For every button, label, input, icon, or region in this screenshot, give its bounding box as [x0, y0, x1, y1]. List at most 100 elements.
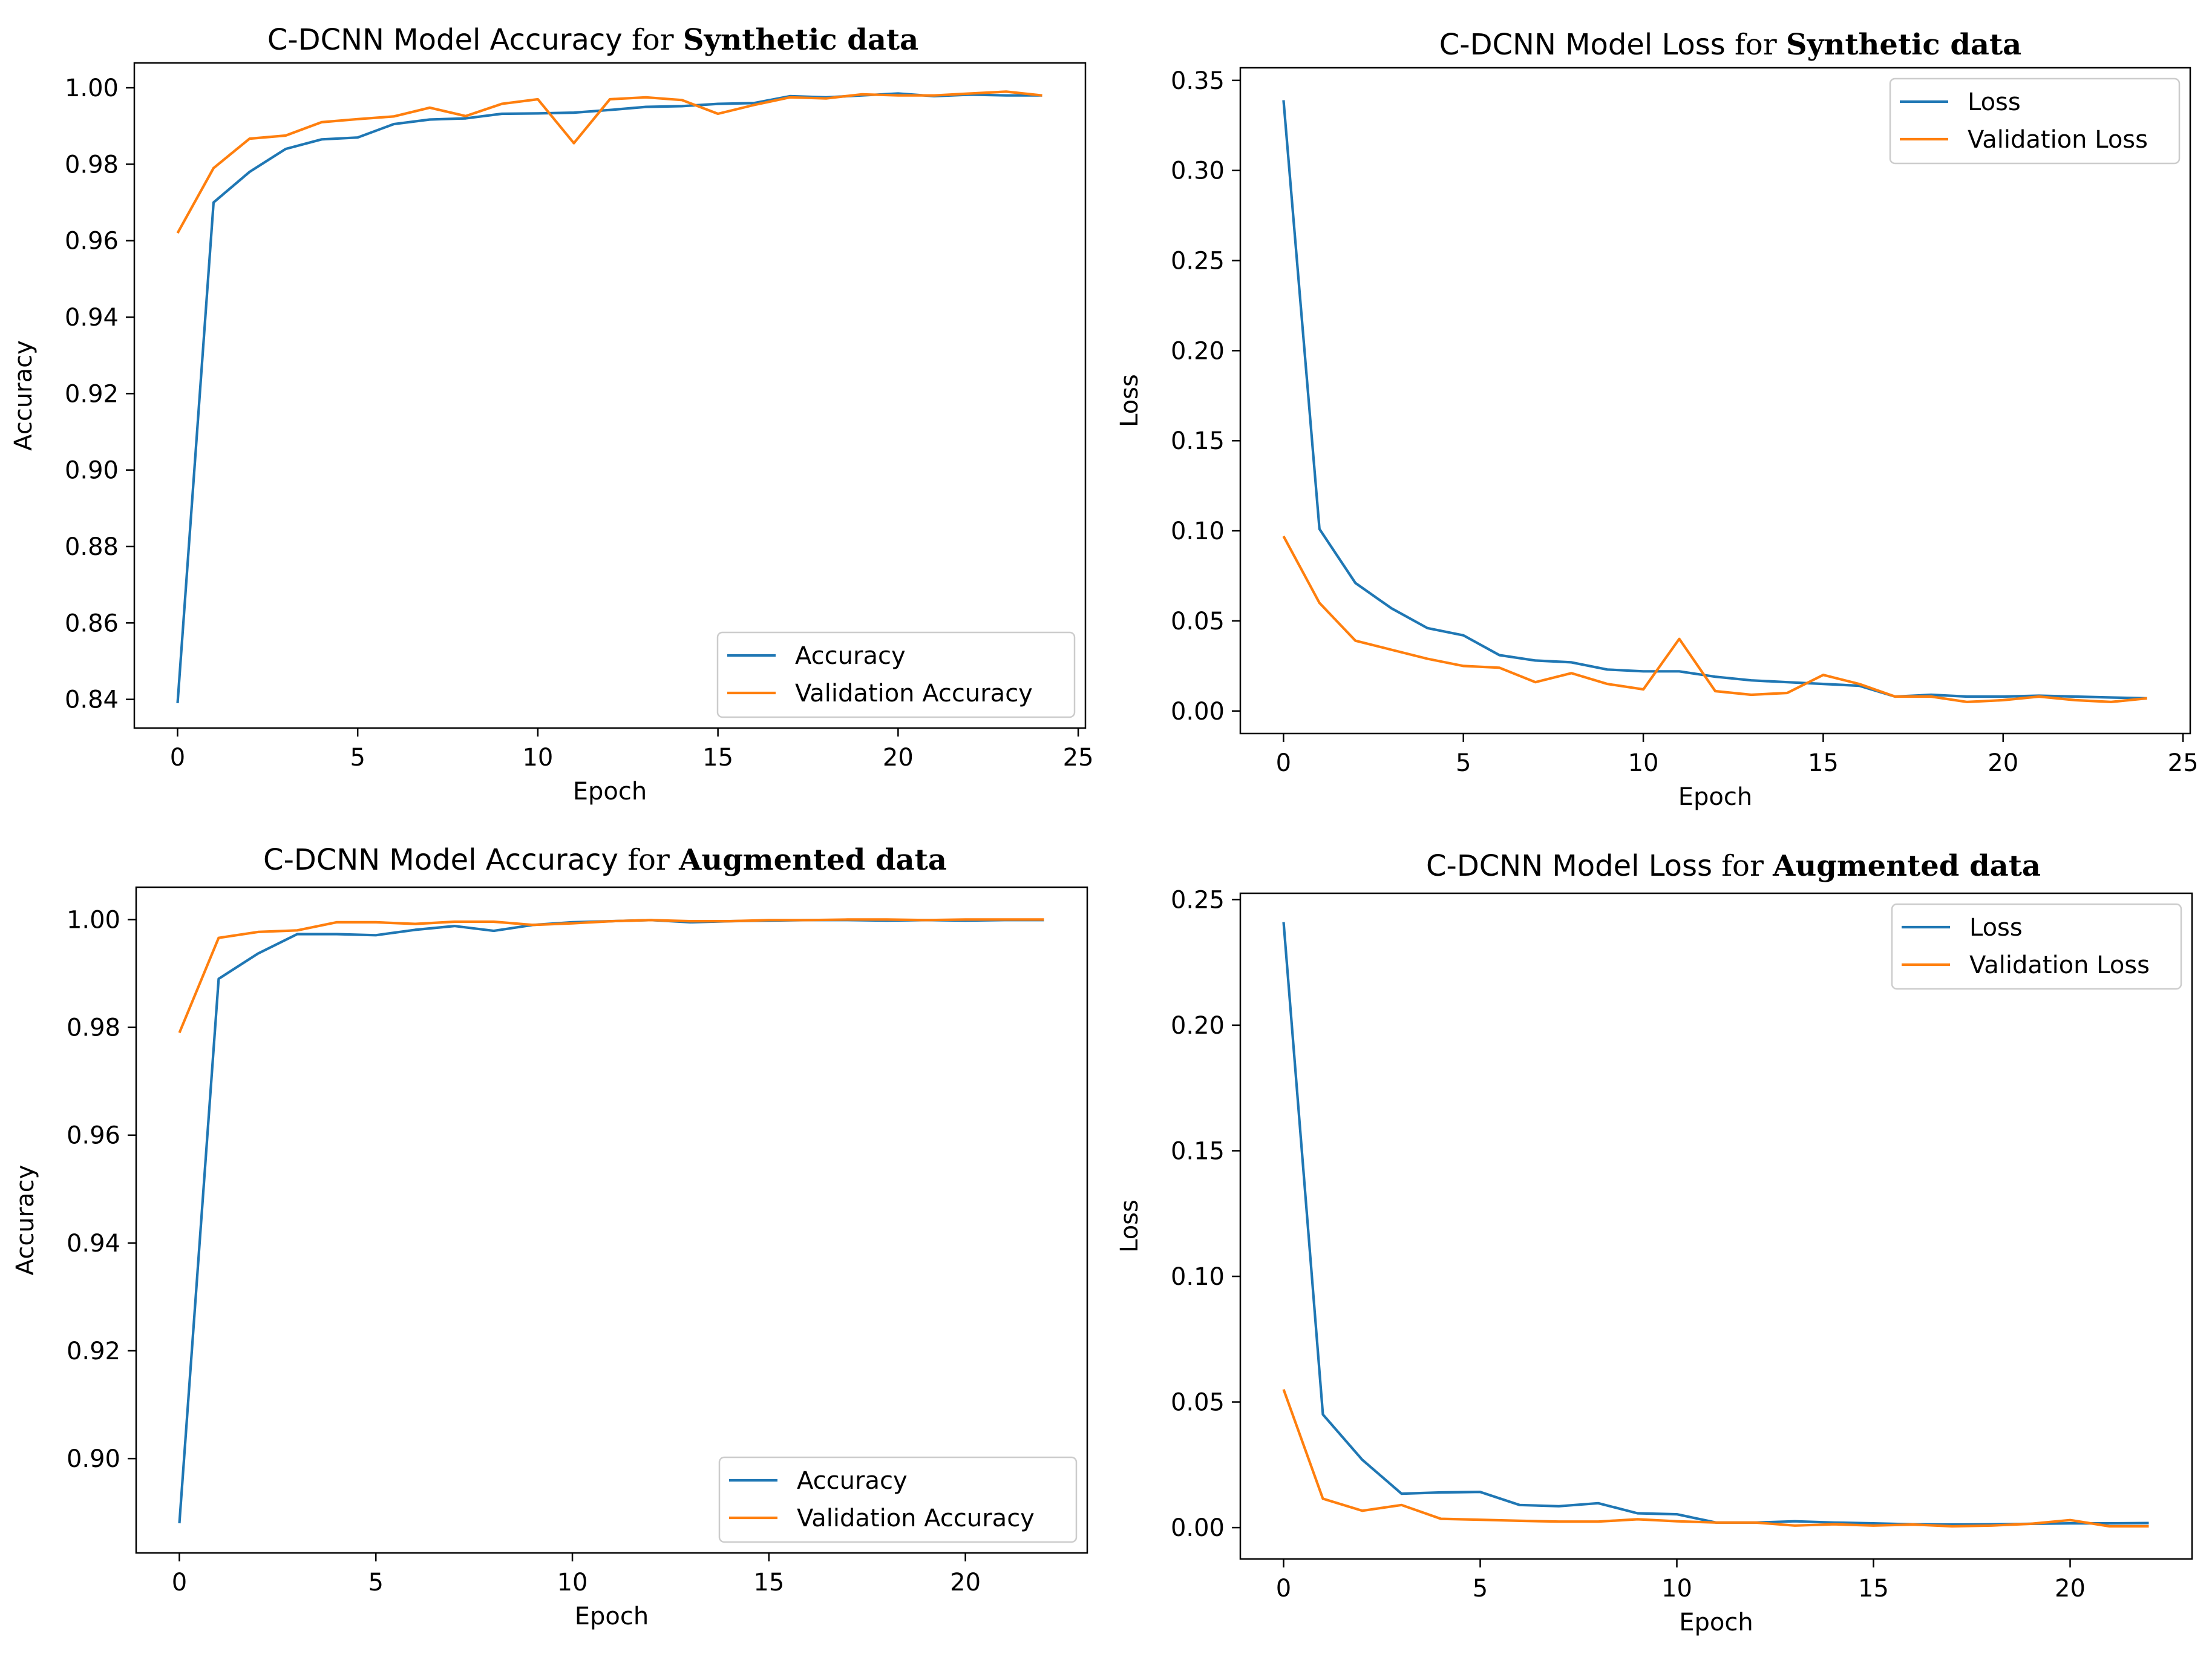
chart-1-x-tick-label: 25 — [1063, 744, 1094, 772]
chart-3-x-tick-label: 10 — [557, 1569, 588, 1597]
chart-3-legend-label-validation: Validation Accuracy — [797, 1505, 1035, 1532]
chart-1-y-tick-label: 0.88 — [65, 533, 119, 561]
chart-1-y-tick-label: 0.86 — [65, 609, 119, 637]
chart-3-legend-label-train: Accuracy — [797, 1467, 908, 1495]
chart-4-series-validation-line — [1282, 1389, 2149, 1528]
chart-4-title: C-DCNN Model Loss for Augmented data — [1426, 849, 2041, 883]
chart-4-y-tick-label: 0.10 — [1171, 1263, 1225, 1291]
chart-3-y-tick-label: 0.98 — [67, 1014, 120, 1042]
chart-1-title-bold: Synthetic data — [683, 23, 918, 57]
chart-3-y-tick-label: 1.00 — [67, 906, 120, 934]
chart-3-x-tick-label: 0 — [172, 1569, 187, 1597]
chart-2-legend-box — [1889, 77, 2181, 165]
chart-3-series-train-line — [178, 919, 1044, 1524]
chart-1-y-tick-label: 0.92 — [65, 380, 119, 408]
chart-1-y-tick-label: 0.98 — [65, 151, 119, 179]
chart-4-y-tick-label: 0.15 — [1171, 1137, 1225, 1165]
chart-2-y-tick-label: 0.00 — [1171, 698, 1225, 726]
chart-1-x-tick-label: 20 — [883, 744, 914, 772]
chart-1-series-train-line — [176, 92, 1042, 704]
chart-4-title-suffix: for — [1721, 849, 1773, 883]
chart-1-title-main: C-DCNN Model Accuracy — [267, 23, 632, 57]
chart-4-y-tick-label: 0.20 — [1171, 1012, 1225, 1040]
chart-1-y-axis-label: Accuracy — [10, 340, 38, 451]
chart-2-x-tick-label: 25 — [2168, 749, 2199, 777]
chart-1-axes-frame — [133, 62, 1087, 729]
chart-3-title: C-DCNN Model Accuracy for Augmented data — [263, 843, 947, 877]
chart-2-x-tick-label: 15 — [1808, 749, 1839, 777]
chart-2-title-main: C-DCNN Model Loss — [1439, 28, 1735, 62]
chart-2-axes-frame — [1239, 67, 2191, 735]
chart-3-title-bold: Augmented data — [678, 843, 947, 877]
chart-4-legend-label-validation: Validation Loss — [1969, 951, 2150, 979]
chart-2-x-tick-label: 20 — [1988, 749, 2018, 777]
chart-3-y-axis-label: Accuracy — [11, 1165, 39, 1276]
chart-2-y-tick-label: 0.30 — [1171, 157, 1225, 185]
chart-2-y-tick-label: 0.10 — [1171, 517, 1225, 545]
chart-4-x-tick-label: 5 — [1473, 1575, 1488, 1603]
chart-1-x-tick-label: 0 — [170, 744, 185, 772]
chart-2-x-axis-label: Epoch — [1678, 783, 1752, 811]
chart-3-y-tick-label: 0.96 — [67, 1122, 120, 1150]
chart-1-legend-label-train: Accuracy — [795, 642, 906, 670]
chart-2-series-train-line — [1282, 100, 2147, 700]
chart-2-x-tick-label: 5 — [1456, 749, 1471, 777]
chart-4-y-axis-label: Loss — [1116, 1199, 1144, 1253]
chart-3-x-tick-label: 15 — [753, 1569, 784, 1597]
chart-4-y-tick-label: 0.05 — [1171, 1389, 1225, 1417]
chart-4-x-tick-label: 20 — [2055, 1575, 2086, 1603]
chart-3-y-tick-label: 0.90 — [67, 1445, 120, 1473]
chart-1-title-suffix: for — [632, 23, 683, 57]
chart-1-legend-label-validation: Validation Accuracy — [795, 680, 1033, 707]
chart-4-x-tick-label: 10 — [1661, 1575, 1692, 1603]
chart-2-y-tick-label: 0.25 — [1171, 248, 1225, 275]
chart-2-x-tick-label: 0 — [1276, 749, 1291, 777]
chart-4-legend-label-train: Loss — [1969, 914, 2023, 942]
chart-3-x-axis-label: Epoch — [575, 1603, 649, 1630]
chart-4-title-main: C-DCNN Model Loss — [1426, 849, 1721, 883]
chart-1-x-axis-label: Epoch — [573, 778, 647, 806]
chart-3-legend-box — [718, 1456, 1078, 1543]
chart-3-title-main: C-DCNN Model Accuracy — [263, 843, 627, 877]
chart-1-title: C-DCNN Model Accuracy for Synthetic data — [267, 23, 918, 57]
chart-2-series-validation-line — [1282, 536, 2147, 704]
chart-1-x-tick-label: 15 — [702, 744, 733, 772]
chart-1-y-tick-label: 1.00 — [65, 74, 119, 102]
chart-4-legend-box — [1891, 903, 2182, 990]
chart-3-x-tick-label: 5 — [368, 1569, 384, 1597]
chart-4-x-tick-label: 0 — [1276, 1575, 1291, 1603]
chart-4-x-tick-label: 15 — [1858, 1575, 1889, 1603]
chart-1-x-tick-label: 10 — [522, 744, 553, 772]
chart-2-y-axis-label: Loss — [1116, 374, 1144, 427]
chart-2-y-tick-label: 0.15 — [1171, 427, 1225, 455]
chart-3-axes-frame — [135, 886, 1088, 1554]
chart-2-legend-label-train: Loss — [1968, 88, 2021, 116]
chart-3-title-suffix: for — [627, 843, 679, 877]
chart-4-axes-frame — [1239, 892, 2193, 1560]
chart-1-y-tick-label: 0.90 — [65, 457, 119, 485]
chart-3-y-tick-label: 0.92 — [67, 1337, 120, 1365]
chart-4-y-tick-label: 0.00 — [1171, 1514, 1225, 1542]
chart-2-y-tick-label: 0.05 — [1171, 608, 1225, 635]
chart-2-title-suffix: for — [1735, 28, 1786, 62]
chart-1-y-tick-label: 0.96 — [65, 228, 119, 255]
chart-2-y-tick-label: 0.20 — [1171, 337, 1225, 365]
chart-2-title: C-DCNN Model Loss for Synthetic data — [1439, 28, 2022, 62]
chart-1-series-validation-line — [176, 90, 1042, 234]
chart-1-y-tick-label: 0.94 — [65, 304, 119, 332]
chart-1-x-tick-label: 5 — [350, 744, 365, 772]
chart-2-x-tick-label: 10 — [1628, 749, 1659, 777]
chart-3-y-tick-label: 0.94 — [67, 1230, 120, 1258]
chart-3-x-tick-label: 20 — [950, 1569, 981, 1597]
chart-4-title-bold: Augmented data — [1772, 849, 2041, 883]
chart-2-y-tick-label: 0.35 — [1171, 67, 1225, 95]
chart-1-y-tick-label: 0.84 — [65, 686, 119, 714]
chart-1-legend-box — [716, 631, 1076, 718]
chart-4-y-tick-label: 0.25 — [1171, 886, 1225, 914]
chart-3-series-validation-line — [178, 918, 1044, 1034]
chart-4-series-train-line — [1282, 922, 2149, 1526]
chart-2-legend-label-validation: Validation Loss — [1968, 126, 2148, 154]
chart-2-title-bold: Synthetic data — [1786, 28, 2021, 62]
